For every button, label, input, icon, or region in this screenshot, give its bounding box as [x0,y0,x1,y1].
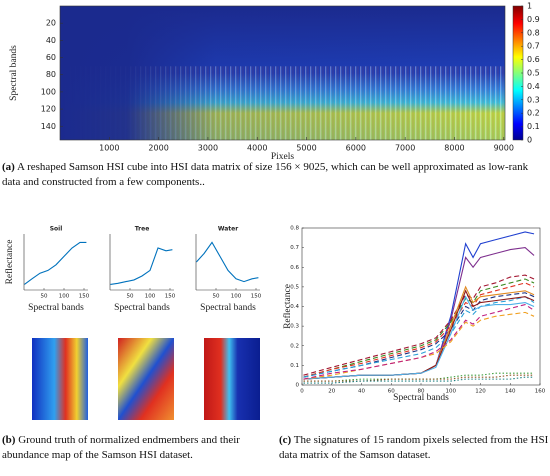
x-tick-label: 2000 [148,144,168,153]
caption-label: (b) [2,434,16,446]
x-tick-label: 100 [446,389,457,395]
data-line [303,374,535,382]
colorbar-tick-label: 0.1 [527,122,540,131]
x-axis-label: Pixels [271,152,295,162]
data-line [303,274,535,376]
y-tick-label: 140 [41,122,56,131]
x-tick-label: 100 [145,294,156,300]
abundance-map [204,338,260,420]
x-tick-label: 50 [127,294,134,300]
y-tick-label: 20 [46,19,56,28]
x-tick-label: 160 [535,389,546,395]
x-tick-label: 150 [165,294,176,300]
x-tick-label: 100 [231,294,242,300]
data-line [303,292,535,378]
x-axis-label: Spectral bands [114,303,170,313]
x-tick-label: 100 [59,294,70,300]
data-line [303,282,535,378]
y-tick-label: 60 [46,53,56,62]
colorbar-tick-label: 0.5 [527,69,540,78]
colorbar-tick-label: 0.4 [527,82,540,91]
data-line [303,296,535,378]
x-tick-label: 140 [505,389,516,395]
y-tick-label: 0 [296,383,300,389]
y-tick-label: 0.5 [290,284,299,290]
y-tick-label: 0.8 [290,226,299,232]
x-tick-label: 80 [418,389,425,395]
data-line [303,278,535,378]
colorbar-tick-label: 0.6 [527,55,540,64]
plot-title: Soil [50,226,63,233]
y-axis-label: Reflectance [282,284,293,329]
data-line [303,247,535,380]
y-tick-label: 0.3 [290,324,299,330]
data-line [110,247,173,285]
colorbar-tick-label: 0.7 [527,42,540,51]
x-axis-label: Spectral bands [200,303,256,313]
x-axis-label: Spectral bands [393,393,449,403]
caption-text: Ground truth of normalized endmembers an… [2,434,240,461]
y-tick-label: 40 [46,36,56,45]
data-line [24,241,87,285]
data-line [303,372,535,382]
x-tick-label: 120 [475,389,486,395]
colorbar-tick-label: 0.2 [527,109,540,118]
caption: (c) The signatures of 15 random pixels s… [279,433,549,463]
x-tick-label: 7000 [395,144,415,153]
x-tick-label: 5000 [296,144,316,153]
plot-title: Water [218,226,238,233]
x-tick-label: 40 [358,389,365,395]
y-tick-label: 0.4 [290,304,299,310]
x-tick-label: 0 [300,389,304,395]
y-tick-label: 0.7 [290,245,299,251]
caption-label: (c) [279,434,292,446]
colorbar-tick-label: 1 [527,2,532,11]
data-line [303,231,535,380]
plot-title: Tree [135,226,150,233]
x-tick-label: 50 [213,294,220,300]
caption-text: The signatures of 15 random pixels selec… [279,434,549,461]
x-tick-label: 4000 [247,144,267,153]
colorbar-tick-label: 0.9 [527,15,540,24]
y-tick-label: 80 [46,70,56,79]
x-tick-label: 3000 [198,144,218,153]
colorbar-tick-label: 0 [527,136,532,145]
abundance-map [32,338,88,420]
x-tick-label: 6000 [346,144,366,153]
x-tick-label: 60 [388,389,395,395]
y-tick-label: 0.6 [290,265,299,271]
x-tick-label: 150 [79,294,90,300]
y-tick-label: 0.1 [290,363,299,369]
colorbar-tick-label: 0.8 [527,28,540,37]
data-line [303,295,535,380]
y-axis-label: Reflectance [4,240,15,285]
x-tick-label: 8000 [444,144,464,153]
y-tick-label: 100 [41,87,56,96]
x-tick-label: 1000 [99,144,119,153]
x-tick-label: 9000 [494,144,514,153]
heatmap-texture [60,6,505,140]
caption: (b) Ground truth of normalized endmember… [2,433,274,463]
data-line [303,376,535,384]
y-tick-label: 120 [41,105,56,114]
colorbar-tick-label: 0.3 [527,95,540,104]
caption-label: (a) [2,161,15,173]
x-tick-label: 20 [328,389,335,395]
caption-text: A reshaped Samson HSI cube into HSI data… [2,161,529,188]
data-line [303,303,535,380]
x-axis-label: Spectral bands [28,303,84,313]
plot-frame [59,5,506,141]
abundance-map [118,338,174,420]
caption: (a) A reshaped Samson HSI cube into HSI … [2,160,548,190]
x-tick-label: 150 [251,294,262,300]
data-line [303,311,535,380]
data-line [195,241,259,283]
y-tick-label: 0.2 [290,343,299,349]
x-tick-label: 50 [41,294,48,300]
y-axis-label: Spectral bands [9,45,19,101]
